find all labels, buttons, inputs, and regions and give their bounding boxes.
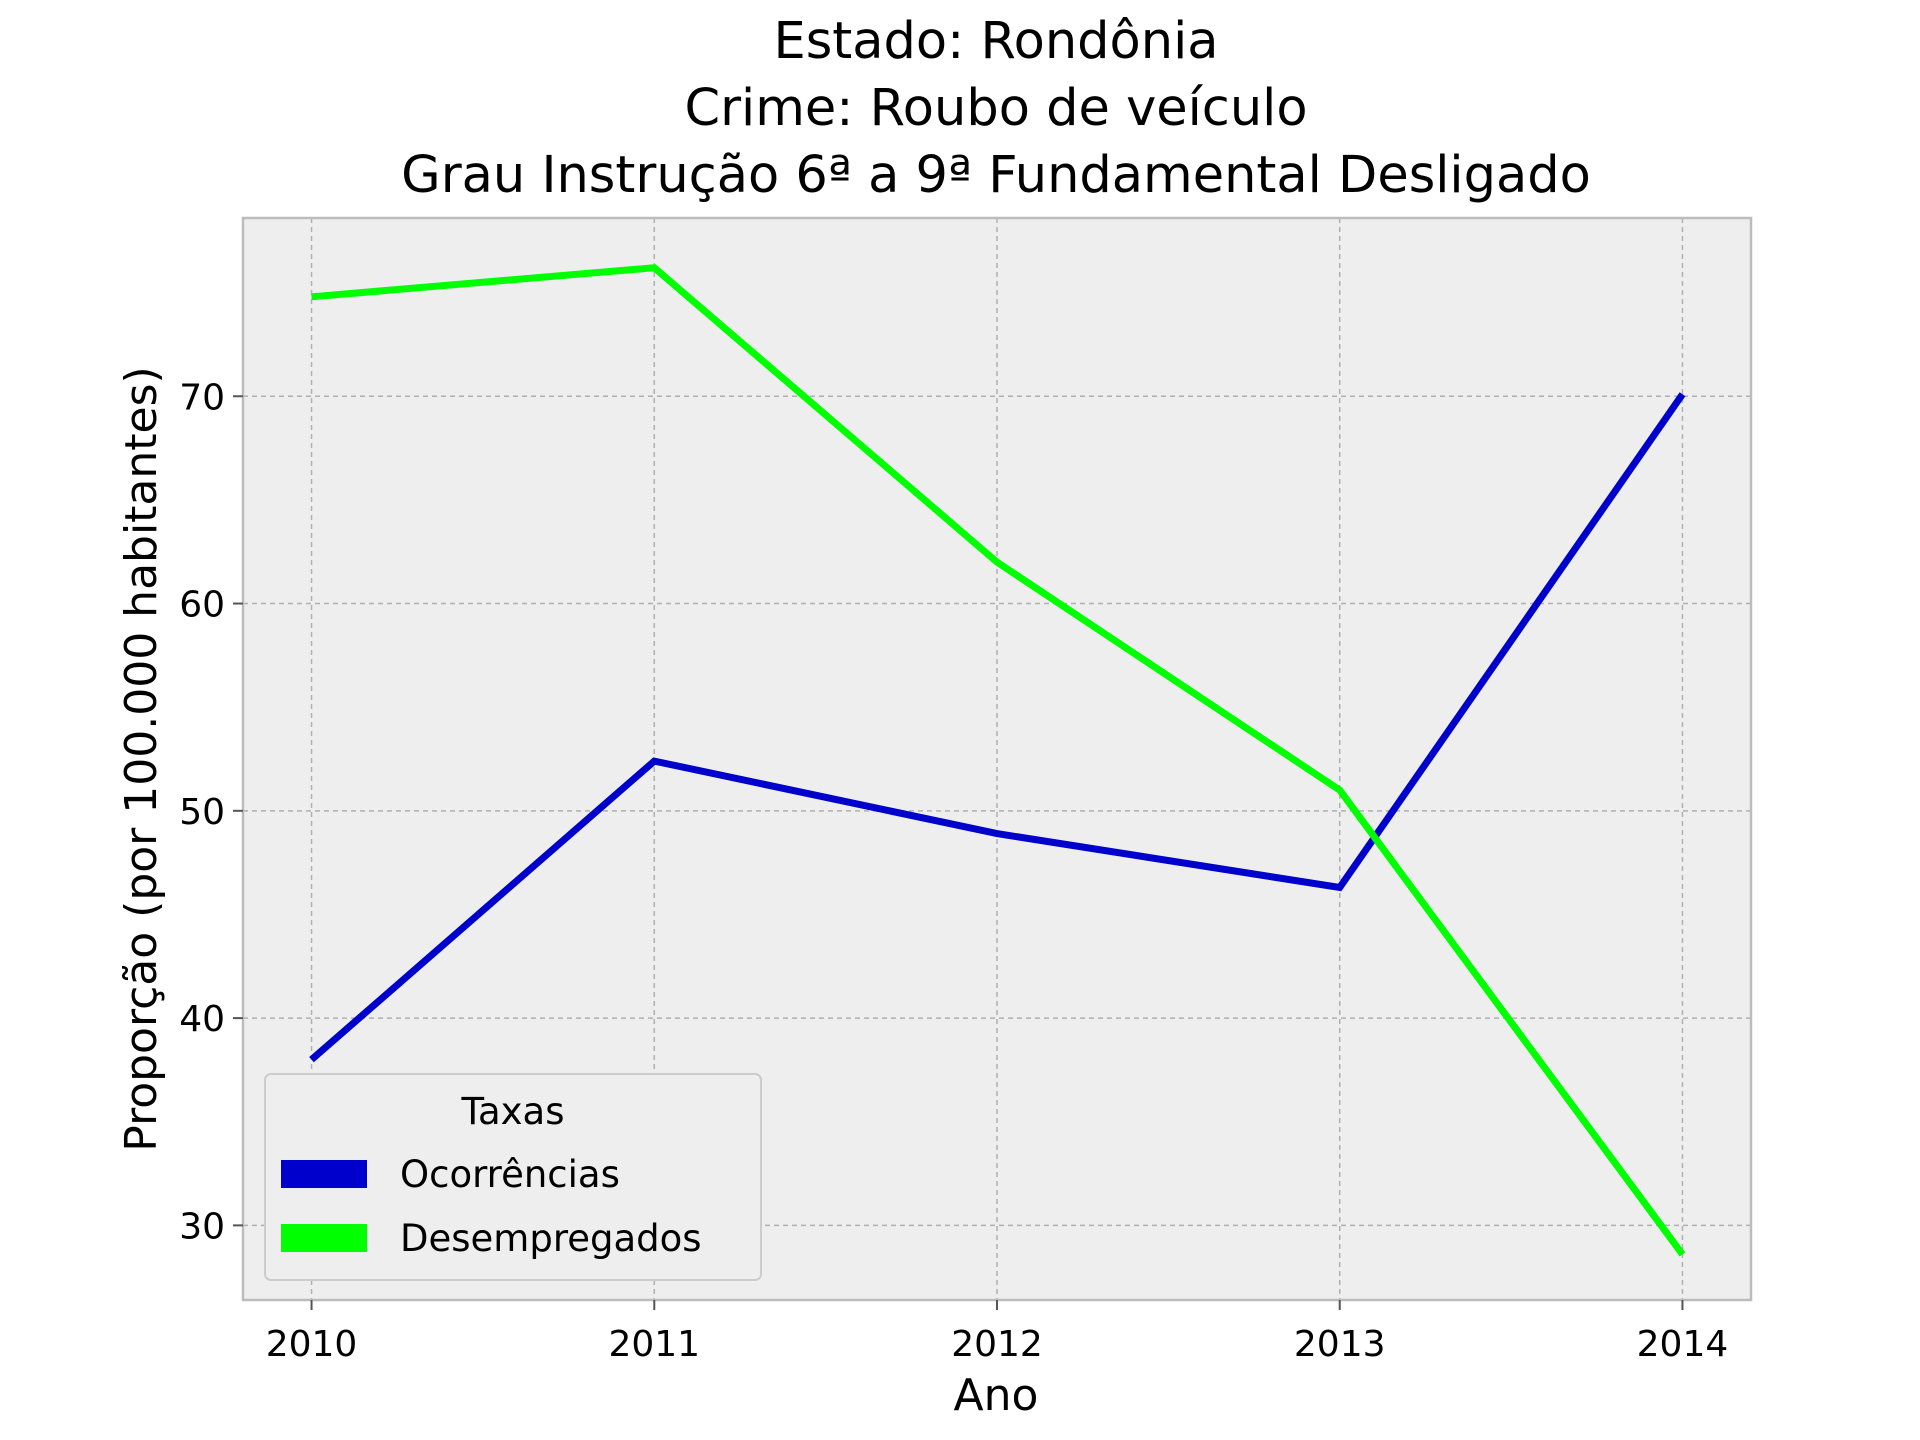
- y-axis-label: Proporção (por 100.000 habitantes): [116, 366, 167, 1151]
- legend-swatch-0: [281, 1160, 367, 1188]
- title-line-1: Estado: Rondônia: [773, 12, 1218, 71]
- legend-box: [264, 1073, 762, 1281]
- x-tick-label-2: 2012: [951, 1324, 1043, 1365]
- x-tick-label-1: 2011: [608, 1324, 700, 1365]
- y-tick-label-3: 60: [179, 585, 225, 626]
- y-tick-label-2: 50: [179, 792, 225, 833]
- x-tick-label-0: 2010: [266, 1324, 358, 1365]
- x-axis-label: Ano: [954, 1370, 1039, 1421]
- title-line-3: Grau Instrução 6ª a 9ª Fundamental Desli…: [401, 146, 1591, 205]
- legend-label-0: Ocorrências: [400, 1153, 620, 1196]
- y-tick-label-0: 30: [179, 1206, 225, 1247]
- x-tick-label-4: 2014: [1637, 1324, 1729, 1365]
- legend: Taxas Ocorrências Desempregados: [264, 1073, 762, 1281]
- y-tick-label-4: 70: [179, 377, 225, 418]
- legend-label-1: Desempregados: [400, 1217, 702, 1260]
- series-line-0: [309, 392, 1686, 1063]
- legend-swatch-1: [281, 1224, 367, 1252]
- y-axis: 30 40 50 60 70: [179, 377, 243, 1247]
- y-tick-label-1: 40: [179, 999, 225, 1040]
- series-line-1: [311, 264, 1686, 1257]
- series-lines: [309, 264, 1686, 1257]
- chart-title: Estado: Rondônia Crime: Roubo de veículo…: [401, 12, 1591, 205]
- legend-items: Ocorrências Desempregados: [281, 1153, 702, 1260]
- title-line-2: Crime: Roubo de veículo: [684, 79, 1307, 138]
- legend-title: Taxas: [461, 1090, 565, 1133]
- x-tick-label-3: 2013: [1294, 1324, 1386, 1365]
- x-axis: 2010 2011 2012 2013 2014: [266, 1300, 1729, 1365]
